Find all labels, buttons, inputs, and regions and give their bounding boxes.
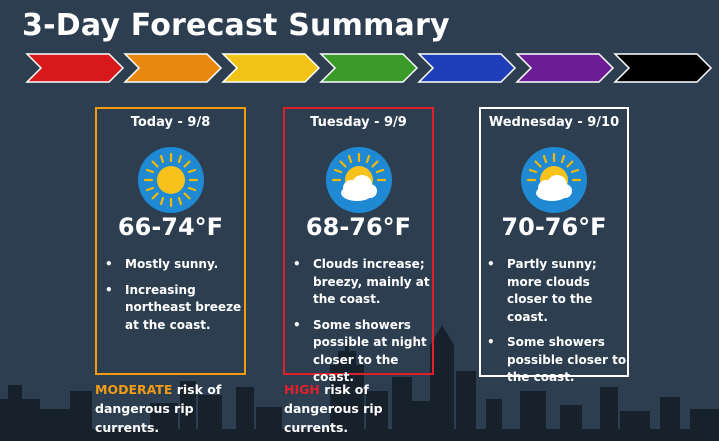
note-item: Increasing northeast breeze at the coast… (99, 282, 245, 335)
forecast-notes: Clouds increase; breezy, mainly at the c… (287, 256, 433, 395)
arrow-segment (25, 53, 125, 83)
arrow-segment (515, 53, 615, 83)
risk-level-moderate: MODERATE (95, 382, 173, 397)
partly-cloudy-icon (324, 145, 394, 215)
note-item: Mostly sunny. (99, 256, 245, 274)
note-item: Some showers possible closer to the coas… (481, 334, 627, 387)
note-item: Some showers possible at night closer to… (287, 317, 433, 387)
note-item: Clouds increase; breezy, mainly at the c… (287, 256, 433, 309)
rip-risk-moderate: MODERATE risk of dangerous rip currents. (95, 380, 250, 437)
day-card-today: Today - 9/8 66-74°F Mostly sunny. Increa… (95, 107, 246, 375)
arrow-segment (221, 53, 321, 83)
day-label: Today - 9/8 (130, 115, 211, 130)
day-card-tuesday: Tuesday - 9/9 68-76°F Clouds increase; b… (283, 107, 434, 384)
note-item: Partly sunny; more clouds closer to the … (481, 256, 627, 326)
arrow-segment (319, 53, 419, 83)
risk-text: risk of dangerous rip currents. (284, 382, 383, 435)
temperature-range: 66-74°F (117, 213, 224, 241)
rip-risk-high: HIGH risk of dangerous rip currents. (284, 380, 444, 437)
sunny-icon (136, 145, 206, 215)
arrow-segment (613, 53, 713, 83)
partly-cloudy-icon (519, 145, 589, 215)
temperature-range: 68-76°F (305, 213, 412, 241)
forecast-notes: Mostly sunny. Increasing northeast breez… (99, 256, 245, 342)
forecast-notes: Partly sunny; more clouds closer to the … (481, 256, 627, 395)
risk-level-high: HIGH (284, 382, 320, 397)
risk-text: risk of dangerous rip currents. (95, 382, 222, 435)
arrow-segment (417, 53, 517, 83)
arrow-banner (25, 53, 713, 83)
day-label: Wednesday - 9/10 (488, 115, 620, 130)
page-title: 3-Day Forecast Summary (22, 8, 450, 43)
temperature-range: 70-76°F (501, 213, 607, 241)
arrow-segment (123, 53, 223, 83)
day-card-wednesday: Wednesday - 9/10 70-76°F Partly sunny; m… (479, 107, 629, 384)
day-label: Tuesday - 9/9 (310, 115, 407, 130)
